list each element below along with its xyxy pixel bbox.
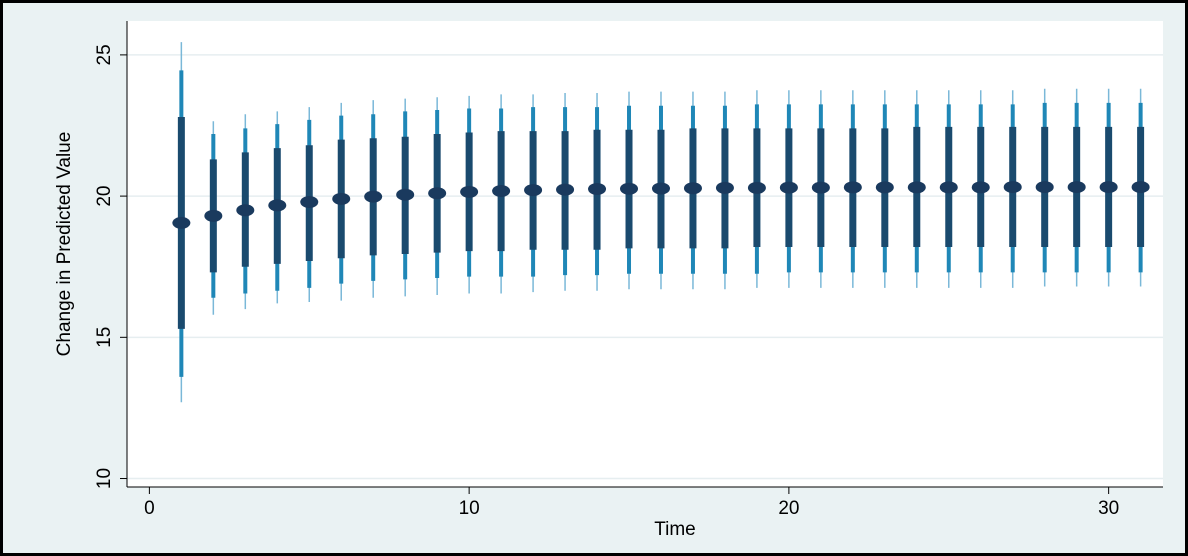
point-estimate xyxy=(811,181,830,194)
point-estimate xyxy=(396,188,415,201)
x-axis-title: Time xyxy=(654,519,696,540)
y-tick-label: 20 xyxy=(94,186,115,207)
point-estimate xyxy=(779,181,798,194)
chart-svg: 10 15 20 25 0 10 20 30 Time Change in Predicted V… xyxy=(54,21,1163,540)
point-estimate xyxy=(460,185,479,198)
point-estimate xyxy=(268,199,287,212)
x-tick-label: 20 xyxy=(778,498,799,519)
point-estimate xyxy=(971,181,990,194)
y-axis-title: Change in Predicted Value xyxy=(54,132,75,357)
point-estimate xyxy=(939,181,958,194)
point-estimate xyxy=(907,181,926,194)
y-tick-label: 25 xyxy=(94,44,115,65)
point-estimate xyxy=(1067,181,1086,194)
point-estimate xyxy=(364,190,383,203)
y-tick-label: 10 xyxy=(94,468,115,489)
point-estimate xyxy=(1035,181,1054,194)
point-estimate xyxy=(875,181,894,194)
point-estimate xyxy=(747,181,766,194)
plot-area xyxy=(127,21,1163,487)
point-estimate xyxy=(843,181,862,194)
point-estimate xyxy=(300,196,319,209)
x-tick-label: 0 xyxy=(144,498,155,519)
x-tick-label: 10 xyxy=(459,498,480,519)
point-estimate xyxy=(492,185,511,198)
point-estimate xyxy=(1003,181,1022,194)
point-estimate xyxy=(683,182,702,195)
point-estimate xyxy=(715,181,734,194)
point-estimate xyxy=(332,192,351,205)
point-estimate xyxy=(172,216,191,229)
point-estimate xyxy=(1099,181,1118,194)
y-tick-label: 15 xyxy=(94,327,115,348)
point-estimate xyxy=(204,209,223,222)
point-estimate xyxy=(428,187,447,200)
point-estimate xyxy=(588,183,607,196)
point-estimate xyxy=(556,183,575,196)
point-estimate xyxy=(236,204,255,217)
point-estimate xyxy=(1131,181,1150,194)
point-estimate xyxy=(620,182,639,195)
point-estimate xyxy=(524,184,543,197)
x-tick-label: 30 xyxy=(1098,498,1119,519)
point-estimate xyxy=(651,182,670,195)
